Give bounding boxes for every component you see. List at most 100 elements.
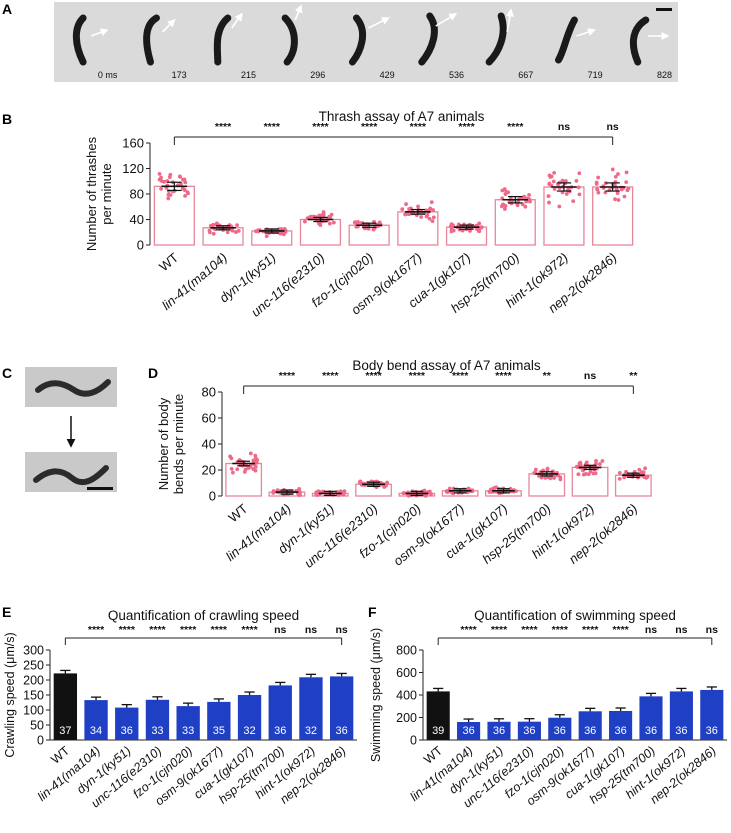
y-axis-label: Crawling speed (μm/s) xyxy=(3,632,17,757)
data-point xyxy=(235,223,239,228)
data-point xyxy=(451,486,456,491)
data-point xyxy=(643,466,648,471)
data-point xyxy=(545,468,550,473)
data-point xyxy=(166,189,171,194)
significance-label: ns xyxy=(274,624,286,636)
significance-label: **** xyxy=(452,370,469,382)
worm-frame xyxy=(629,16,670,66)
data-point xyxy=(600,459,605,463)
significance-label: **** xyxy=(521,624,538,636)
sample-size-label: 32 xyxy=(243,725,255,737)
significance-label: **** xyxy=(409,370,426,382)
frame-time-label: 296 xyxy=(310,70,325,80)
significance-label: **** xyxy=(322,370,339,382)
data-point xyxy=(522,194,527,199)
data-point xyxy=(302,219,307,224)
data-point xyxy=(624,180,629,185)
bar xyxy=(639,696,663,740)
sample-size-label: 33 xyxy=(182,725,194,737)
data-point xyxy=(402,491,407,495)
sample-size-label: 36 xyxy=(274,725,286,737)
worm-body xyxy=(348,14,367,66)
significance-label: **** xyxy=(264,121,281,133)
data-point xyxy=(597,462,602,466)
sample-size-label: 36 xyxy=(336,725,348,737)
data-point xyxy=(547,200,551,205)
y-tick-label: 0 xyxy=(137,238,144,253)
data-point xyxy=(551,179,556,184)
significance-label: ** xyxy=(629,370,638,382)
bar xyxy=(487,721,511,740)
bar xyxy=(397,211,439,246)
data-point xyxy=(157,171,162,176)
y-tick-label: 40 xyxy=(130,212,144,227)
data-point xyxy=(229,456,234,461)
data-point xyxy=(235,467,240,472)
significance-label: **** xyxy=(211,624,228,636)
data-point xyxy=(229,466,234,471)
y-tick-label: 60 xyxy=(202,411,216,426)
y-axis-label: Number of thrashesper minute xyxy=(84,136,114,251)
frame-time-label: 0 ms xyxy=(98,70,118,80)
data-point xyxy=(594,459,598,463)
data-point xyxy=(595,187,600,192)
data-point xyxy=(283,228,288,233)
data-point xyxy=(548,175,553,179)
significance-label: ns xyxy=(584,370,596,382)
data-point xyxy=(637,467,642,472)
y-tick-label: 50 xyxy=(30,719,44,733)
sample-size-label: 33 xyxy=(151,725,163,737)
bar xyxy=(669,691,693,740)
data-point xyxy=(181,177,185,182)
data-point xyxy=(613,197,617,202)
significance-label: **** xyxy=(552,624,569,636)
data-point xyxy=(180,186,185,191)
bar xyxy=(237,695,262,740)
data-point xyxy=(616,172,620,176)
panel-letter-b: B xyxy=(2,111,12,127)
bar xyxy=(592,186,634,246)
direction-arrow xyxy=(506,8,514,33)
data-point xyxy=(428,206,433,211)
worm-frame xyxy=(281,4,303,66)
data-point xyxy=(574,464,579,469)
frame-time-label: 173 xyxy=(172,70,187,80)
data-point xyxy=(230,470,235,475)
y-axis-label-line: per minute xyxy=(99,163,114,224)
data-point xyxy=(371,227,376,232)
y-axis-label: Number of bodybends per minute xyxy=(156,394,186,494)
frame-time-label: 828 xyxy=(657,70,672,80)
data-point xyxy=(501,202,506,207)
data-point xyxy=(248,451,253,456)
data-point xyxy=(225,230,230,235)
significance-label: **** xyxy=(88,624,105,636)
sample-size-label: 36 xyxy=(706,725,718,737)
sample-size-label: 36 xyxy=(462,725,474,737)
data-point xyxy=(251,467,256,471)
data-point xyxy=(168,193,173,197)
panel-letter-d: D xyxy=(148,365,158,381)
data-point xyxy=(342,489,347,494)
direction-arrow xyxy=(294,4,303,21)
frame-time-label: 667 xyxy=(518,70,533,80)
data-point xyxy=(159,186,163,191)
y-axis-label-line: Number of thrashes xyxy=(84,136,99,251)
bar xyxy=(578,711,602,740)
data-point xyxy=(429,200,434,205)
worm-frame xyxy=(485,8,514,66)
frame-time-label: 429 xyxy=(380,70,395,80)
data-point xyxy=(431,215,436,220)
direction-arrow xyxy=(368,17,390,29)
worm-body xyxy=(418,12,438,66)
data-point xyxy=(500,188,505,193)
data-point xyxy=(571,199,576,204)
data-point xyxy=(557,204,562,209)
data-point xyxy=(584,460,589,465)
significance-label: **** xyxy=(215,121,232,133)
y-tick-label: 150 xyxy=(23,689,44,703)
data-point xyxy=(613,174,618,179)
data-point xyxy=(318,223,323,227)
data-point xyxy=(358,479,363,484)
data-point xyxy=(327,221,332,226)
data-point xyxy=(552,170,557,175)
